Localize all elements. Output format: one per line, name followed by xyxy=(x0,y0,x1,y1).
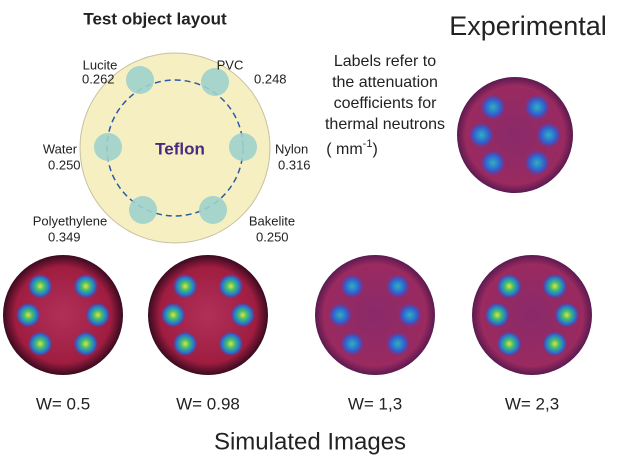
image-blob xyxy=(497,274,521,298)
image-blob xyxy=(219,332,243,356)
unit-close: ) xyxy=(372,141,377,158)
w-label: W= 1,3 xyxy=(348,394,402,413)
material-value: 0.316 xyxy=(278,157,311,172)
image-blob xyxy=(28,274,52,298)
material-name: Water xyxy=(43,141,78,156)
material-value: 0.250 xyxy=(48,157,81,172)
note-line: coefficients for xyxy=(334,95,438,112)
material-value: 0.248 xyxy=(254,71,287,86)
material-insert xyxy=(229,133,257,161)
unit-open: ( mm xyxy=(326,141,362,158)
image-blob xyxy=(74,332,98,356)
image-blob xyxy=(497,332,521,356)
material-insert xyxy=(94,133,122,161)
image-blob xyxy=(485,303,509,327)
note-line: thermal neutrons xyxy=(325,116,445,133)
note-unit: ( mm-1) xyxy=(326,138,378,158)
image-blob xyxy=(398,303,422,327)
image-blob xyxy=(16,303,40,327)
center-material: Teflon xyxy=(155,139,205,158)
experimental-title: Experimental xyxy=(449,11,607,41)
image-blob xyxy=(555,303,579,327)
image-blob xyxy=(524,94,550,120)
image-blob xyxy=(173,274,197,298)
image-blob xyxy=(480,150,506,176)
w-label: W= 0.98 xyxy=(176,394,240,413)
image-blob xyxy=(386,274,410,298)
material-value: 0.250 xyxy=(256,229,289,244)
material-insert xyxy=(129,196,157,224)
layout-title: Test object layout xyxy=(83,9,227,28)
image-blob xyxy=(74,274,98,298)
w-label: W= 0.5 xyxy=(36,394,90,413)
material-insert xyxy=(126,66,154,94)
material-name: Lucite xyxy=(83,57,118,72)
image-blob xyxy=(386,332,410,356)
image-blob xyxy=(328,303,352,327)
note-line: the attenuation xyxy=(332,74,438,91)
image-blob xyxy=(173,332,197,356)
simulated-title: Simulated Images xyxy=(214,428,406,455)
image-blob xyxy=(469,122,495,148)
note-line: Labels refer to xyxy=(334,53,436,70)
material-name: PVC xyxy=(217,57,244,72)
image-blob xyxy=(536,122,562,148)
image-blob xyxy=(161,303,185,327)
material-value: 0.262 xyxy=(82,71,115,86)
image-blob xyxy=(340,332,364,356)
material-name: Bakelite xyxy=(249,213,295,228)
image-blob xyxy=(231,303,255,327)
unit-exp: -1 xyxy=(363,138,373,150)
note: Labels refer to the attenuation coefficien… xyxy=(325,53,445,133)
material-name: Polyethylene xyxy=(33,213,107,228)
image-blob xyxy=(219,274,243,298)
figure: Test object layout Experimental Teflon L… xyxy=(0,0,622,459)
image-blob xyxy=(340,274,364,298)
material-value: 0.349 xyxy=(48,229,81,244)
image-blob xyxy=(543,332,567,356)
material-name: Nylon xyxy=(275,141,308,156)
image-blob xyxy=(543,274,567,298)
image-blob xyxy=(480,94,506,120)
image-blob xyxy=(28,332,52,356)
image-blob xyxy=(524,150,550,176)
image-blob xyxy=(86,303,110,327)
w-label: W= 2,3 xyxy=(505,394,559,413)
material-insert xyxy=(199,196,227,224)
